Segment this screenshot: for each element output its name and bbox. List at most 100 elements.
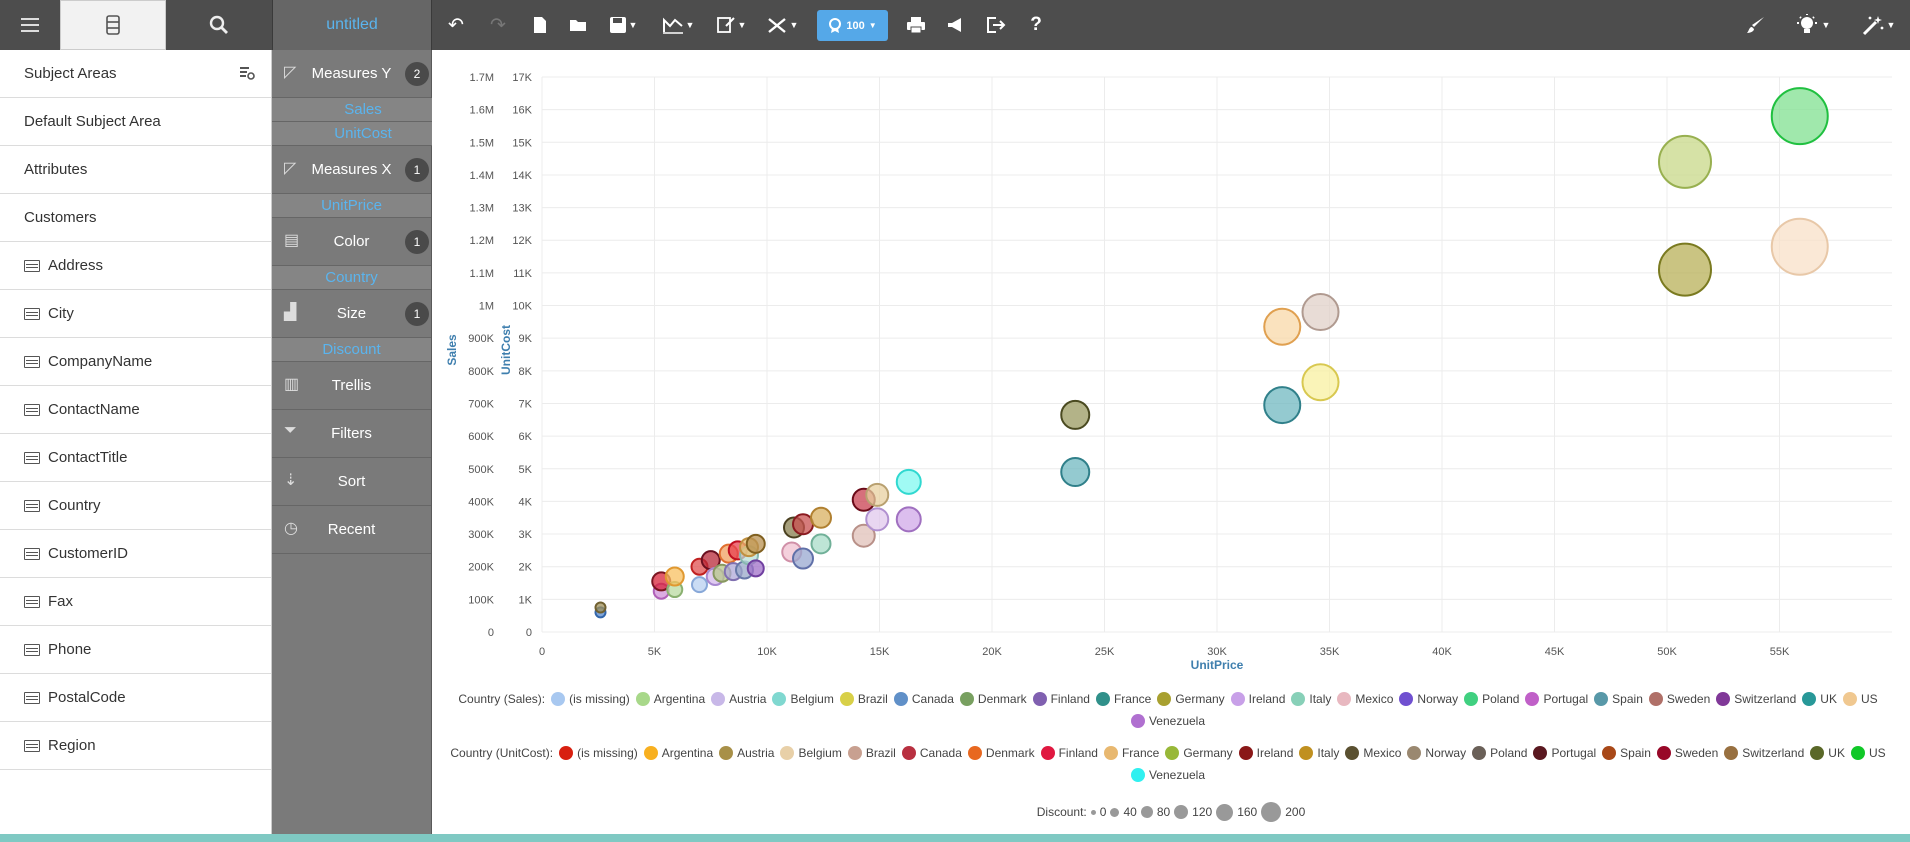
sort-shelf[interactable]: ⇣ Sort (272, 458, 431, 506)
legend-item[interactable]: Argentina (643, 746, 713, 760)
magic-button[interactable]: ▼ (1856, 12, 1900, 38)
legend-item[interactable]: France (1103, 746, 1159, 760)
subject-item[interactable]: CustomerID (0, 530, 271, 578)
subject-item[interactable]: Region (0, 722, 271, 770)
subject-item[interactable]: ContactTitle (0, 434, 271, 482)
legend-item[interactable]: Switzerland (1716, 692, 1796, 706)
filters-shelf[interactable]: ⏷ Filters (272, 410, 431, 458)
y-tick-sales: 900K (468, 333, 494, 345)
redo-button[interactable]: ↷ (484, 12, 512, 38)
legend-item[interactable]: Mexico (1337, 692, 1393, 706)
legend-item[interactable]: Austria (711, 692, 766, 706)
legend-item[interactable]: Spain (1602, 746, 1651, 760)
legend-item[interactable]: Ireland (1230, 692, 1285, 706)
legend-item[interactable]: Germany (1165, 746, 1233, 760)
legend-item[interactable]: France (1095, 692, 1152, 706)
trellis-shelf[interactable]: ▥ Trellis (272, 362, 431, 410)
legend-item[interactable]: Poland (1464, 692, 1519, 706)
magic-wand-icon (1862, 16, 1883, 36)
subject-item[interactable]: PostalCode (0, 674, 271, 722)
legend-item[interactable]: Austria (719, 746, 774, 760)
measures-x-shelf[interactable]: ◸ Measures X 1 (272, 146, 431, 194)
subject-item[interactable]: CompanyName (0, 338, 271, 386)
subject-item[interactable]: Fax (0, 578, 271, 626)
new-file-button[interactable] (526, 12, 554, 38)
legend-item[interactable]: Ireland (1238, 746, 1293, 760)
legend-item[interactable]: Portugal (1525, 692, 1588, 706)
save-button[interactable]: ▼ (606, 12, 640, 38)
pill-unitprice[interactable]: UnitPrice (272, 194, 431, 218)
legend-item[interactable]: Switzerland (1724, 746, 1804, 760)
open-button[interactable] (565, 12, 593, 38)
subject-settings-icon[interactable] (239, 66, 255, 80)
print-button[interactable] (902, 12, 930, 38)
legend-item[interactable]: Venezuela (1130, 768, 1205, 782)
pill-sales[interactable]: Sales ⁂ (272, 98, 454, 122)
legend-item[interactable]: Belgium (772, 692, 834, 706)
legend-item-label: Italy (1317, 746, 1340, 760)
subject-item[interactable]: Phone (0, 626, 271, 674)
legend-item[interactable]: Denmark (959, 692, 1027, 706)
subject-item[interactable]: Customers (0, 194, 271, 242)
legend-item[interactable]: Finland (1040, 746, 1098, 760)
legend-item[interactable]: Sweden (1656, 746, 1718, 760)
legend-item[interactable]: Italy (1299, 746, 1339, 760)
subject-areas-header[interactable]: Subject Areas (0, 50, 271, 98)
recent-shelf[interactable]: ◷ Recent (272, 506, 431, 554)
search-panel-tab[interactable] (166, 0, 272, 50)
legend-item[interactable]: Poland (1472, 746, 1527, 760)
export-button[interactable] (982, 12, 1010, 38)
legend-item[interactable]: Germany (1157, 692, 1225, 706)
legend-item[interactable]: Portugal (1533, 746, 1596, 760)
data-panel-tab[interactable] (60, 0, 166, 50)
legend-item[interactable]: US (1850, 746, 1886, 760)
legend-item[interactable]: Belgium (780, 746, 842, 760)
measures-y-label: Measures Y (311, 65, 392, 82)
brush-button[interactable] (1742, 12, 1770, 38)
attribute-icon (24, 547, 40, 560)
legend-item[interactable]: Finland (1032, 692, 1090, 706)
tools-button[interactable]: ▼ (762, 12, 802, 38)
legend-item[interactable]: Mexico (1345, 746, 1401, 760)
legend-item-label: France (1113, 692, 1152, 706)
zoom-button[interactable]: 100 ▼ (817, 10, 888, 41)
chart-type-button[interactable]: ▼ (658, 12, 698, 38)
subject-item[interactable]: Address (0, 242, 271, 290)
subject-item[interactable]: City (0, 290, 271, 338)
pill-country[interactable]: Country (272, 266, 431, 290)
attribute-icon (24, 595, 40, 608)
legend-item[interactable]: UK (1810, 746, 1845, 760)
legend-item[interactable]: (is missing) (559, 746, 638, 760)
legend-item[interactable]: Italy (1291, 692, 1331, 706)
legend-item[interactable]: Norway (1407, 746, 1466, 760)
legend-item[interactable]: Spain (1594, 692, 1643, 706)
legend-item[interactable]: (is missing) (551, 692, 630, 706)
document-title[interactable]: untitled (272, 0, 432, 50)
legend-item[interactable]: Canada (901, 746, 962, 760)
hamburger-menu-button[interactable] (0, 0, 60, 50)
undo-button[interactable]: ↶ (442, 12, 470, 38)
color-shelf[interactable]: ▤ Color 1 (272, 218, 431, 266)
legend-item[interactable]: Sweden (1648, 692, 1710, 706)
chart-options-button[interactable]: ▼ (712, 12, 750, 38)
measures-y-shelf[interactable]: ◸ Measures Y 2 (272, 50, 431, 98)
legend-item[interactable]: UK (1802, 692, 1837, 706)
pill-unitcost[interactable]: UnitCost ⁂ (272, 122, 454, 146)
legend-item[interactable]: Brazil (839, 692, 888, 706)
pill-discount[interactable]: Discount (272, 338, 431, 362)
help-button[interactable]: ? (1022, 12, 1050, 38)
legend-item[interactable]: Argentina (635, 692, 705, 706)
legend-item[interactable]: Norway (1399, 692, 1458, 706)
legend-item[interactable]: Canada (893, 692, 954, 706)
subject-item[interactable]: Country (0, 482, 271, 530)
subject-item[interactable]: Attributes (0, 146, 271, 194)
insights-button[interactable]: ▼ (1790, 12, 1834, 38)
legend-item[interactable]: Brazil (847, 746, 896, 760)
legend-item[interactable]: Venezuela (1130, 714, 1205, 728)
announce-button[interactable] (942, 12, 970, 38)
subject-item[interactable]: Default Subject Area (0, 98, 271, 146)
legend-item[interactable]: US (1842, 692, 1878, 706)
size-shelf[interactable]: ▟ Size 1 (272, 290, 431, 338)
subject-item[interactable]: ContactName (0, 386, 271, 434)
legend-item[interactable]: Denmark (967, 746, 1035, 760)
